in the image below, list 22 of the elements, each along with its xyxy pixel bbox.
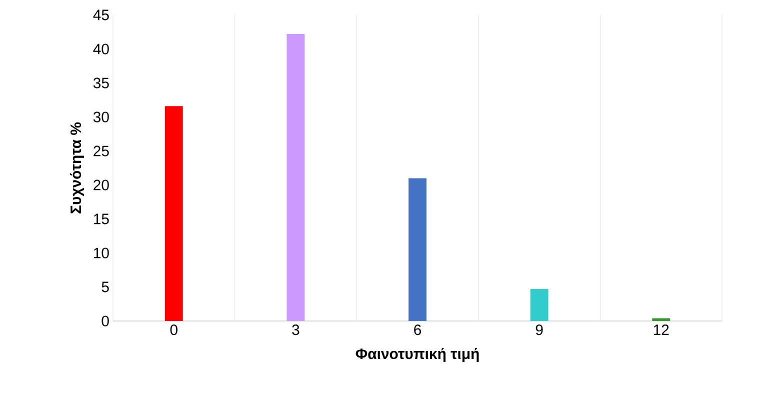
x-tick-label: 12 [654,324,669,335]
x-tick-label: 3 [292,324,300,336]
bar [408,178,426,321]
x-tick-label: 0 [170,324,178,336]
y-tick-label: 5 [102,282,109,292]
y-tick-label: 30 [93,112,109,122]
y-tick-label: 10 [94,248,109,258]
x-tick-label: 6 [414,324,422,336]
bar [164,106,183,321]
y-tick-label: 35 [93,78,109,88]
y-tick-label: 25 [94,146,109,156]
y-axis-title: Συχνότητα % [70,122,84,214]
x-tick-label: 9 [536,324,543,336]
bar [286,34,305,321]
y-tick-label: 45 [93,10,109,20]
y-tick-label: 0 [102,316,109,326]
bar [530,289,548,321]
y-tick-label: 20 [94,180,109,190]
y-tick-label: 40 [93,44,109,54]
x-axis-title: Φαινοτυπική τιμή [356,348,479,362]
bar [652,318,670,321]
y-tick-label: 15 [94,214,109,224]
